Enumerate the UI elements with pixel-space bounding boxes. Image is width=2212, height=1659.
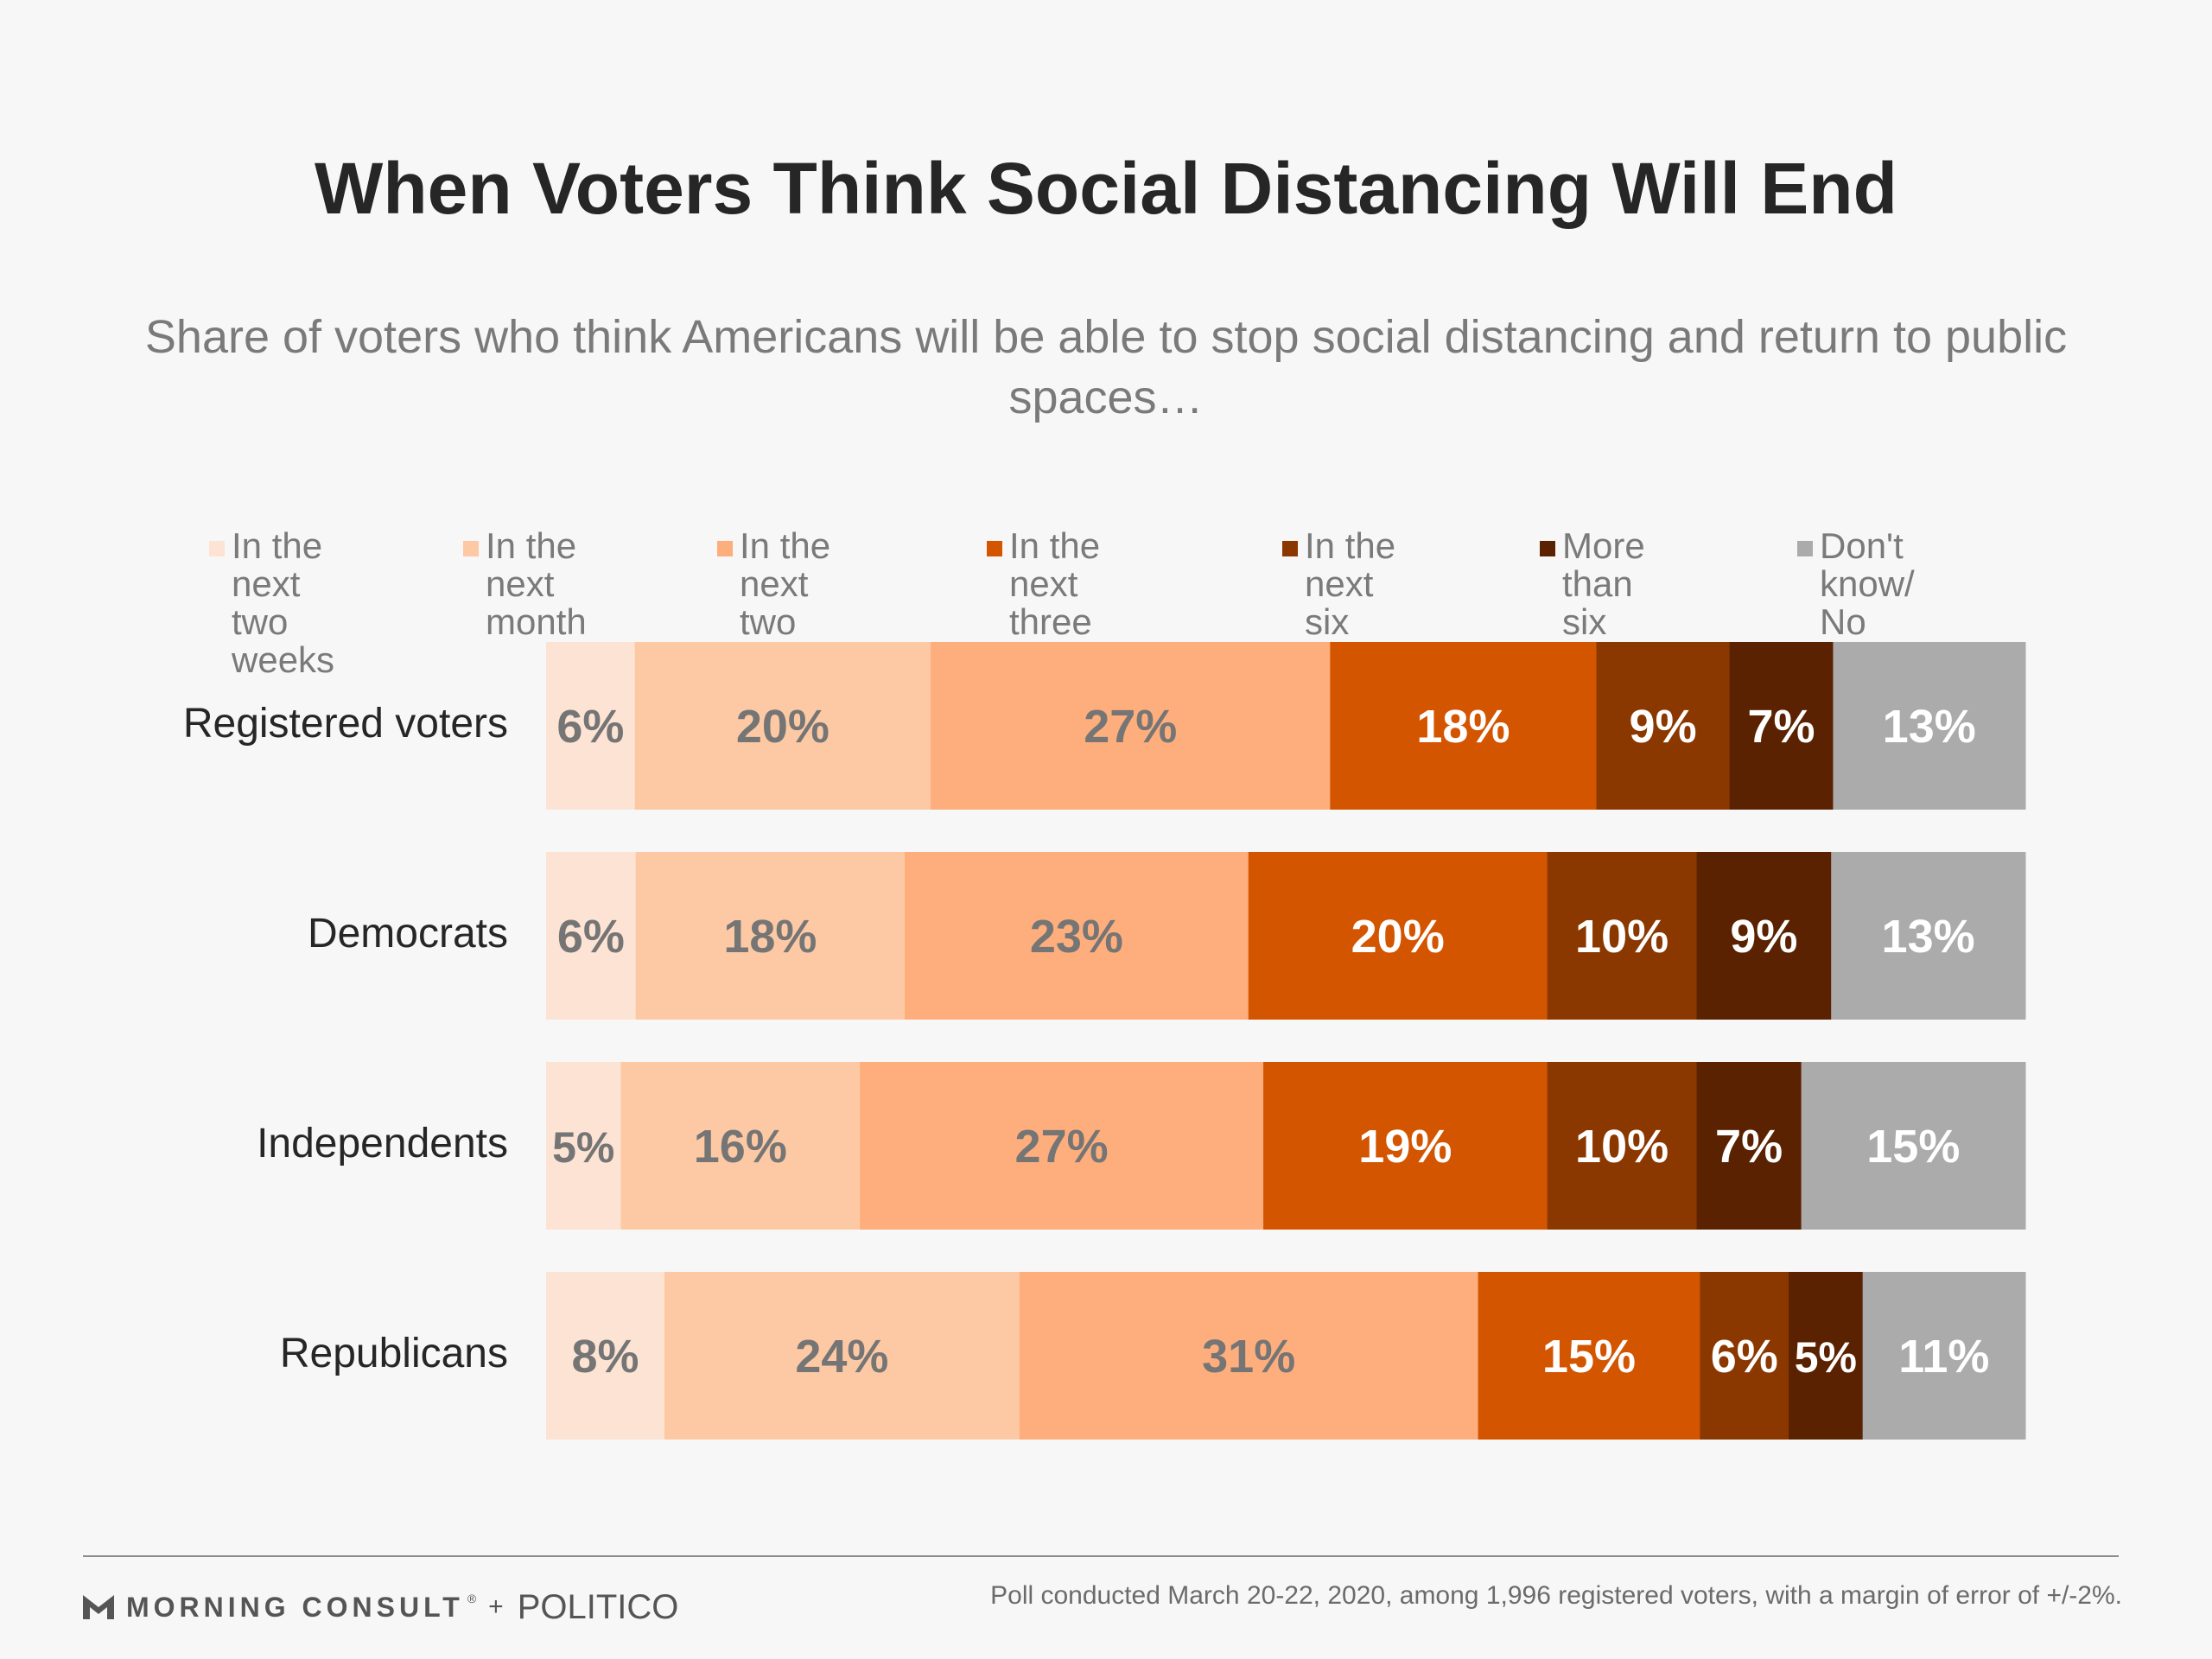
- data-label: 13%: [1883, 701, 1976, 753]
- bar-segment: [1547, 852, 1698, 1020]
- chart-title: When Voters Think Social Distancing Will…: [315, 148, 1897, 229]
- bar-segment: [1478, 1272, 1700, 1440]
- bar-segment: [1729, 642, 1834, 810]
- bar-segment: [546, 852, 637, 1020]
- category-label: Independents: [257, 1121, 508, 1166]
- legend-label: In the next month: [486, 525, 587, 642]
- registered-mark: ®: [467, 1592, 477, 1605]
- legend-swatch: [987, 541, 1002, 556]
- legend-swatch: [209, 541, 225, 556]
- bar-segment: [1833, 642, 2026, 810]
- bar-segment: [620, 1062, 861, 1230]
- data-label: 6%: [557, 911, 625, 963]
- brand-logos: MORNING CONSULT ® + POLITICO: [83, 1587, 679, 1626]
- data-label: 15%: [1542, 1331, 1636, 1382]
- data-label: 16%: [694, 1121, 787, 1173]
- bar-segment: [1831, 852, 2026, 1020]
- data-label: 6%: [556, 701, 624, 753]
- data-label: 27%: [1084, 701, 1177, 753]
- data-label: 23%: [1030, 911, 1123, 963]
- brand-plus: +: [488, 1592, 504, 1621]
- bar-segment: [1700, 1272, 1789, 1440]
- data-label: 20%: [736, 701, 830, 753]
- bar-segment: [1596, 642, 1731, 810]
- data-label: 5%: [552, 1123, 614, 1172]
- data-label: 19%: [1358, 1121, 1452, 1173]
- data-label: 18%: [1416, 701, 1510, 753]
- bar-segment: [634, 642, 931, 810]
- data-label: 10%: [1575, 1121, 1669, 1173]
- data-label: 7%: [1715, 1121, 1783, 1173]
- data-label: 27%: [1015, 1121, 1109, 1173]
- data-label: 13%: [1882, 911, 1975, 963]
- data-label: 10%: [1575, 911, 1669, 963]
- bar-segment: [1248, 852, 1548, 1020]
- bar-segment: [1862, 1272, 2026, 1440]
- bar-segment: [1547, 1062, 1698, 1230]
- bar-segment: [546, 1062, 621, 1230]
- data-label: 31%: [1202, 1331, 1295, 1382]
- legend-swatch: [717, 541, 733, 556]
- bar-segment: [1330, 642, 1598, 810]
- data-label: 8%: [571, 1331, 639, 1382]
- bar-segment: [1263, 1062, 1548, 1230]
- legend-swatch: [1797, 541, 1813, 556]
- legend-swatch: [1540, 541, 1555, 556]
- bar-segment: [1019, 1272, 1479, 1440]
- legend-swatch: [1282, 541, 1298, 556]
- footnote: Poll conducted March 20-22, 2020, among …: [990, 1581, 2122, 1610]
- morning-consult-wordmark: MORNING CONSULT: [126, 1591, 464, 1623]
- data-label: 18%: [723, 911, 817, 963]
- data-label: 15%: [1866, 1121, 1960, 1173]
- bar-segment: [860, 1062, 1264, 1230]
- category-label: Registered voters: [182, 701, 508, 747]
- data-label: 11%: [1898, 1331, 1989, 1382]
- bar-segment: [1696, 1062, 1802, 1230]
- data-label: 20%: [1351, 911, 1445, 963]
- footer-divider: [83, 1555, 2119, 1557]
- bar-segment: [546, 642, 636, 810]
- legend-swatch: [463, 541, 479, 556]
- chart-subtitle: Share of voters who think Americans will…: [144, 311, 2068, 423]
- bar-segment: [546, 1272, 665, 1440]
- morning-consult-logo-icon: [83, 1595, 114, 1619]
- data-label: 7%: [1747, 701, 1815, 753]
- data-label: 5%: [1795, 1333, 1857, 1382]
- category-label: Republicans: [279, 1331, 508, 1376]
- category-label: Democrats: [307, 911, 508, 957]
- legend-label: In the next two weeks: [232, 525, 335, 680]
- bar-segment: [905, 852, 1249, 1020]
- data-label: 9%: [1730, 911, 1797, 963]
- data-label: 6%: [1711, 1331, 1778, 1382]
- bar-segment: [1789, 1272, 1864, 1440]
- politico-wordmark: POLITICO: [517, 1587, 679, 1626]
- bar-segment: [635, 852, 906, 1020]
- bar-segment: [664, 1272, 1020, 1440]
- bar-segment: [931, 642, 1331, 810]
- bar-segment: [1696, 852, 1832, 1020]
- data-label: 9%: [1630, 701, 1697, 753]
- data-label: 24%: [795, 1331, 888, 1382]
- bar-segment: [1801, 1062, 2026, 1230]
